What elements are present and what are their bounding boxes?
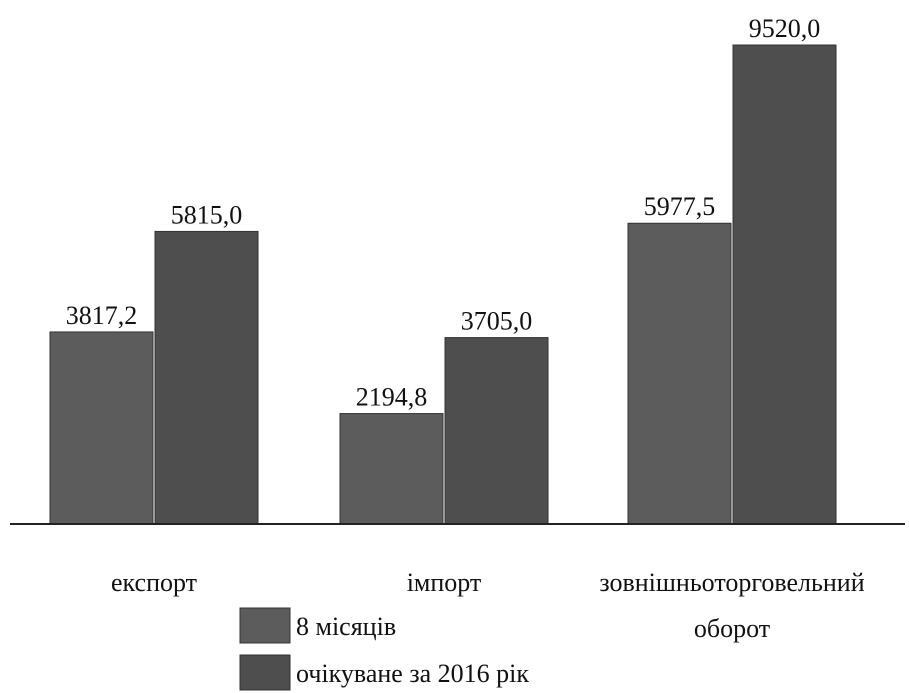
bar xyxy=(732,44,837,525)
data-label: 2194,8 xyxy=(356,383,428,412)
x-tick-label: імпорт xyxy=(406,568,482,597)
data-label: 5977,5 xyxy=(644,192,716,221)
legend-label: 8 місяців xyxy=(296,612,396,641)
data-label: 9520,0 xyxy=(749,14,821,43)
legend-label: очікуване за 2016 рік xyxy=(296,659,529,688)
data-label: 3817,2 xyxy=(66,301,138,330)
bar xyxy=(154,230,259,525)
bar xyxy=(49,331,154,525)
data-label: 5815,0 xyxy=(171,200,243,229)
bar xyxy=(627,222,732,525)
x-tick-label: експорт xyxy=(111,568,197,597)
bar xyxy=(339,413,444,525)
data-label: 3705,0 xyxy=(461,307,533,336)
bar xyxy=(444,337,549,525)
legend-swatch xyxy=(239,654,291,691)
legend-swatch xyxy=(239,607,291,644)
x-tick-label: зовнішньоторговельний оборот xyxy=(599,568,865,643)
